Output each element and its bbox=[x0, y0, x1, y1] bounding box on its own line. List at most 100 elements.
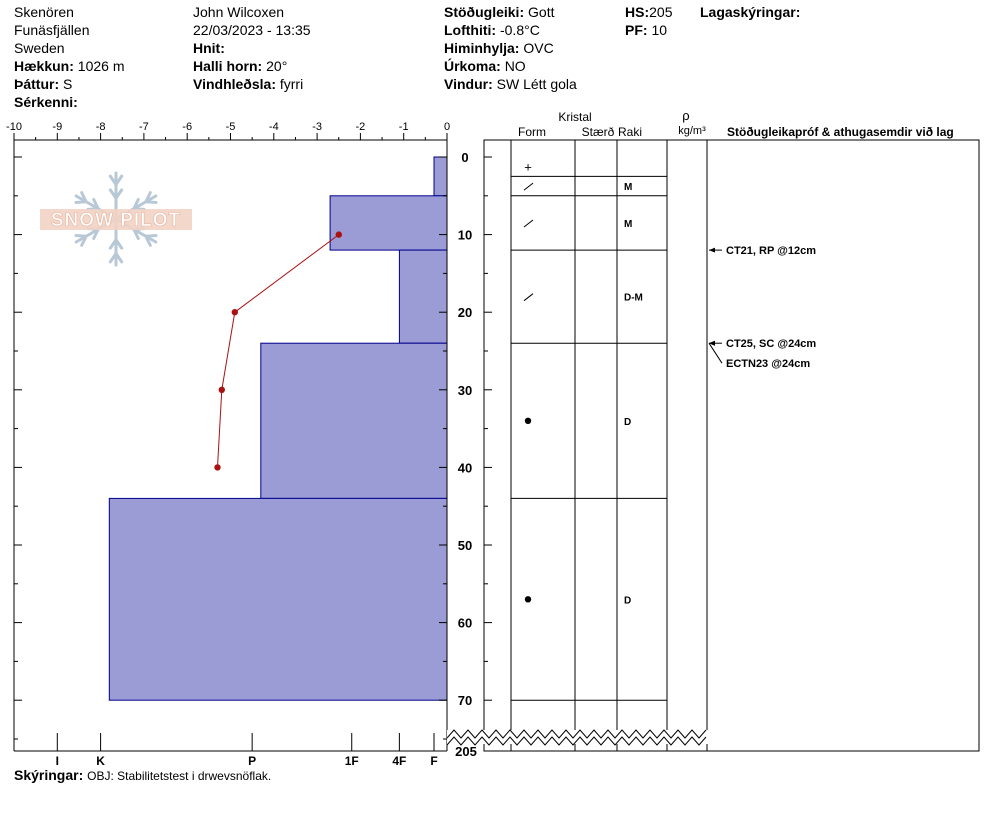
temp-tick-label: -1 bbox=[399, 121, 409, 133]
aspect-value: S bbox=[63, 76, 73, 92]
header-density-symbol: ρ bbox=[682, 108, 689, 123]
sky-value: OVC bbox=[523, 40, 554, 56]
aspect-row: Þáttur: S bbox=[14, 75, 72, 93]
depth-tick-label: 40 bbox=[458, 460, 472, 475]
flake-branch bbox=[108, 252, 118, 264]
depth-tick-label: 60 bbox=[458, 616, 472, 631]
wind-loading-value: fyrri bbox=[279, 76, 304, 92]
flake-branch bbox=[74, 200, 88, 204]
flake-branch bbox=[108, 238, 118, 250]
stability-test-note: CT25, SC @24cm bbox=[726, 338, 816, 350]
hardness-tick-label: I bbox=[56, 754, 59, 768]
legend-label: Skýringar: bbox=[14, 767, 84, 783]
hardness-layers bbox=[108, 156, 448, 701]
depth-tick-label: 50 bbox=[458, 538, 472, 553]
wind-row: Vindur: SW Létt gola bbox=[444, 75, 577, 93]
hs-row: HS:205 bbox=[625, 3, 672, 21]
features-row: Sérkenni: bbox=[14, 93, 78, 111]
layer-notes-label: Lagaskýringar: bbox=[700, 4, 801, 20]
flake-branch bbox=[144, 200, 158, 204]
slope-value: 20° bbox=[266, 58, 288, 74]
moisture-label: D-M bbox=[624, 293, 643, 304]
hardness-layer-bar bbox=[329, 195, 448, 251]
slope-label: Halli horn: bbox=[193, 58, 263, 74]
flake-branch bbox=[108, 188, 118, 200]
wind-value: SW Létt gola bbox=[496, 76, 577, 92]
snowpilot-logo: SNOW PILOT bbox=[40, 171, 192, 267]
flake-branch bbox=[132, 198, 140, 211]
wind-loading-label: Vindhleðsla: bbox=[193, 76, 276, 92]
stability-test-note: CT21, RP @12cm bbox=[726, 245, 816, 257]
flake-branch bbox=[92, 227, 100, 240]
moisture-label: D bbox=[624, 595, 631, 606]
aspect-label: Þáttur: bbox=[14, 76, 60, 92]
elevation-row: Hækkun: 1026 m bbox=[14, 57, 125, 75]
wind-label: Vindur: bbox=[444, 76, 493, 92]
depth-tick-label: 0 bbox=[461, 150, 468, 165]
temp-tick-label: 0 bbox=[444, 121, 450, 133]
grain-form-symbol bbox=[524, 417, 532, 424]
stability-arrowhead bbox=[709, 247, 715, 253]
precip-value: NO bbox=[504, 58, 526, 74]
legend-row: Skýringar: OBJ: Stabilitetstest i drwevs… bbox=[14, 766, 271, 785]
wind-loading-row: Vindhleðsla: fyrri bbox=[193, 75, 303, 93]
features-label: Sérkenni: bbox=[14, 94, 78, 110]
header-form: Form bbox=[518, 125, 546, 139]
elevation-value: 1026 m bbox=[77, 58, 125, 74]
stability-value: Gott bbox=[528, 4, 555, 20]
table-rows: + M M D-M D D bbox=[511, 160, 667, 701]
grain-form-symbol bbox=[523, 293, 534, 302]
flake-branch bbox=[114, 252, 124, 264]
flake-branch bbox=[92, 198, 100, 211]
temperature-point bbox=[214, 464, 221, 471]
header-comments: Stöðugleikapróf & athugasemdir við lag bbox=[727, 125, 954, 139]
axis-break-zigzag bbox=[446, 729, 709, 746]
flake-branch bbox=[114, 238, 124, 250]
temperature-line bbox=[217, 234, 340, 468]
flake-branch bbox=[108, 174, 118, 186]
table-frame bbox=[483, 139, 980, 752]
pf-value: 10 bbox=[651, 22, 668, 38]
temperature-point bbox=[218, 386, 225, 393]
hardness-tick-label: K bbox=[96, 754, 105, 768]
grain-form-symbol: + bbox=[524, 160, 532, 175]
temp-tick-label: -2 bbox=[356, 121, 366, 133]
sky-label: Himinhylja: bbox=[444, 40, 520, 56]
flake-branch bbox=[132, 227, 140, 240]
flake-branch bbox=[144, 234, 158, 238]
temp-tick-label: -9 bbox=[52, 121, 62, 133]
flake-branch bbox=[80, 191, 88, 204]
hardness-tick-label: F bbox=[430, 754, 437, 768]
flake-branch bbox=[80, 234, 88, 247]
air-temp-value: -0.8°C bbox=[499, 22, 540, 38]
hardness-tick-label: 1F bbox=[345, 754, 359, 768]
temp-tick-label: -4 bbox=[269, 121, 279, 133]
flake-branch bbox=[144, 191, 152, 204]
temperature-axis: -10 -9 -8 -7 -6 -5 -4 -3 -2 -1 0 bbox=[6, 121, 450, 140]
coords-row: Hnit: bbox=[193, 39, 225, 57]
layer-notes-row: Lagaskýringar: bbox=[700, 3, 800, 21]
layer-table: Kristal Form Stærð Raki ρ kg/m³ Stöðugle… bbox=[483, 108, 980, 752]
stability-notes: CT21, RP @12cm CT25, SC @24cm ECTN23 @24cm bbox=[708, 245, 816, 370]
flake-branch bbox=[114, 188, 124, 200]
depth-tick-label: 30 bbox=[458, 383, 472, 398]
temperature-point bbox=[231, 309, 238, 316]
stability-arrow bbox=[708, 342, 723, 364]
hardness-tick-label: 4F bbox=[392, 754, 406, 768]
header-moisture: Raki bbox=[618, 125, 642, 139]
hardness-layer-bar bbox=[108, 497, 448, 701]
pf-label: PF: bbox=[625, 22, 648, 38]
moisture-label: D bbox=[624, 417, 631, 428]
hardness-layer-bar bbox=[398, 249, 448, 344]
coords-label: Hnit: bbox=[193, 40, 225, 56]
temp-tick-label: -10 bbox=[6, 121, 22, 133]
moisture-label: M bbox=[624, 219, 632, 230]
temp-tick-label: -8 bbox=[96, 121, 106, 133]
precip-row: Úrkoma: NO bbox=[444, 57, 526, 75]
grain-form-symbol bbox=[523, 219, 534, 228]
slope-row: Halli horn: 20° bbox=[193, 57, 287, 75]
temp-tick-label: -3 bbox=[312, 121, 322, 133]
header-size: Stærð bbox=[582, 125, 615, 139]
hardness-layer-bar bbox=[433, 156, 448, 197]
header-crystal: Kristal bbox=[558, 110, 591, 124]
